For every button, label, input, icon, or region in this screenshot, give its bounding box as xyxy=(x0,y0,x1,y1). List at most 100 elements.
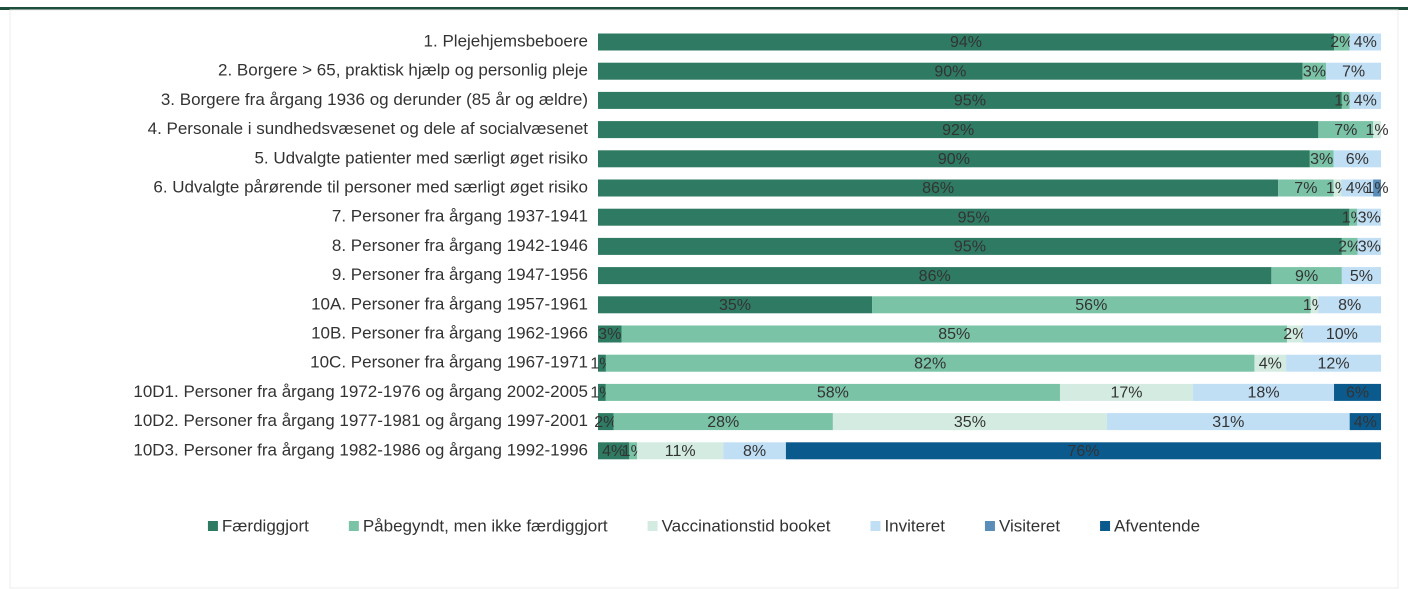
legend-swatch xyxy=(870,521,881,531)
data-label: 94% xyxy=(950,34,982,51)
bar-segment xyxy=(1106,413,1350,431)
category-label: 10C. Personer fra årgang 1967-1971 xyxy=(310,353,588,372)
data-label: 6% xyxy=(1346,385,1369,402)
bar-segment xyxy=(785,442,1381,460)
legend-swatch xyxy=(1100,521,1111,531)
data-label: 4% xyxy=(1259,355,1282,372)
data-label: 4% xyxy=(1346,180,1369,197)
legend-label: Påbegyndt, men ikke færdiggjort xyxy=(363,516,608,535)
bar-segment xyxy=(872,296,1311,314)
legend-label: Afventende xyxy=(1114,516,1200,535)
bar-segment xyxy=(1334,33,1350,51)
legend-swatch xyxy=(647,521,658,531)
data-label: 7% xyxy=(1342,63,1365,80)
data-label: 17% xyxy=(1111,385,1143,402)
data-label: 1% xyxy=(1365,180,1388,197)
data-label: 18% xyxy=(1248,385,1280,402)
bar-segment xyxy=(605,383,1060,401)
data-label: 10% xyxy=(1326,326,1358,343)
data-label: 5% xyxy=(1350,268,1373,285)
data-label: 3% xyxy=(1358,209,1381,226)
bar-segment xyxy=(605,354,1255,372)
bar-segment xyxy=(723,442,786,460)
data-label: 35% xyxy=(954,414,986,431)
data-label: 76% xyxy=(1067,443,1099,460)
bar-segment xyxy=(598,91,1342,109)
data-label: 86% xyxy=(922,180,954,197)
bar-segment xyxy=(598,33,1335,51)
legend-label: Inviteret xyxy=(884,516,945,535)
category-label: 10D1. Personer fra årgang 1972-1976 og å… xyxy=(133,382,588,401)
bar-segment xyxy=(598,296,873,314)
data-label: 56% xyxy=(1075,297,1107,314)
data-label: 31% xyxy=(1212,414,1244,431)
bar-segment xyxy=(1318,296,1381,314)
bar-segment xyxy=(598,413,614,431)
data-label: 7% xyxy=(1334,122,1357,139)
data-label: 35% xyxy=(719,297,751,314)
bar-segment xyxy=(1278,179,1334,197)
data-label: 3% xyxy=(1310,151,1333,168)
data-label: 86% xyxy=(919,268,951,285)
legend-swatch xyxy=(207,521,218,531)
bar-segment xyxy=(1309,150,1334,168)
bar-segment xyxy=(613,413,833,431)
data-label: 4% xyxy=(1354,93,1377,110)
category-label: 10B. Personer fra årgang 1962-1966 xyxy=(311,323,588,342)
bar-segment xyxy=(1310,296,1319,314)
data-label: 2% xyxy=(1338,239,1361,256)
bar-segment xyxy=(598,208,1350,226)
bar-segment xyxy=(598,442,630,460)
bar-segment xyxy=(1373,179,1381,197)
data-label: 11% xyxy=(665,443,696,460)
bar-segment xyxy=(1349,33,1381,51)
data-label: 82% xyxy=(914,355,946,372)
data-label: 2% xyxy=(594,414,617,431)
category-label: 1. Plejehjemsbeboere xyxy=(424,31,588,50)
bar-segment xyxy=(598,267,1272,285)
bar-segment xyxy=(621,325,1288,343)
legend-label: Færdiggjort xyxy=(222,516,309,535)
category-label: 10A. Personer fra årgang 1957-1961 xyxy=(311,294,588,313)
data-label: 3% xyxy=(1358,239,1381,256)
bar-segment xyxy=(1349,413,1381,431)
data-label: 95% xyxy=(954,93,986,110)
bar-segment xyxy=(598,179,1279,197)
category-label: 7. Personer fra årgang 1937-1941 xyxy=(332,207,588,226)
data-label: 95% xyxy=(958,209,990,226)
bar-segment xyxy=(1287,325,1303,343)
bar-segment xyxy=(598,354,606,372)
data-label: 12% xyxy=(1318,355,1350,372)
data-label: 6% xyxy=(1346,151,1369,168)
bar-segment xyxy=(1357,237,1381,255)
bar-segment xyxy=(598,383,606,401)
bar-segment xyxy=(1357,208,1381,226)
data-label: 4% xyxy=(1354,34,1377,51)
bar-segment xyxy=(598,150,1310,168)
bar-segment xyxy=(1059,383,1194,401)
data-label: 4% xyxy=(602,443,625,460)
bar-segment xyxy=(1341,91,1350,109)
data-label: 58% xyxy=(817,385,849,402)
data-label: 85% xyxy=(938,326,970,343)
bar-segment xyxy=(1318,121,1374,139)
bar-segment xyxy=(1334,383,1381,401)
data-label: 2% xyxy=(1283,326,1306,343)
data-label: 3% xyxy=(598,326,621,343)
data-label: 28% xyxy=(707,414,739,431)
category-label: 6. Udvalgte pårørende til personer med s… xyxy=(153,177,588,196)
bar-segment xyxy=(598,237,1342,255)
legend-label: Vaccinationstid booket xyxy=(662,516,831,535)
legend-label: Visiteret xyxy=(999,516,1060,535)
bar-segment xyxy=(1341,179,1374,197)
data-label: 1% xyxy=(1366,122,1389,139)
data-label: 7% xyxy=(1294,180,1317,197)
category-label: 2. Borgere > 65, praktisk hjælp og perso… xyxy=(218,61,588,80)
data-label: 95% xyxy=(954,239,986,256)
data-label: 9% xyxy=(1295,268,1318,285)
category-label: 5. Udvalgte patienter med særligt øget r… xyxy=(254,148,588,167)
bar-segment xyxy=(832,413,1107,431)
data-label: 8% xyxy=(743,443,766,460)
legend-swatch xyxy=(348,521,359,531)
